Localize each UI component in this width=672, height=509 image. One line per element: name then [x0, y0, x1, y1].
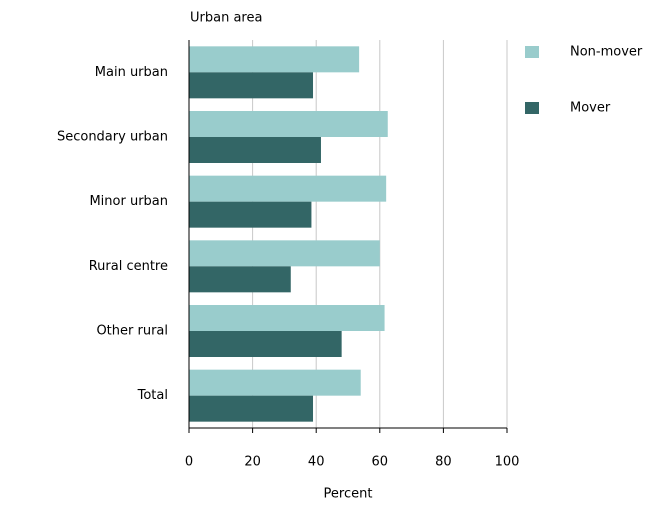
bar [189, 46, 360, 73]
bar [189, 331, 342, 357]
bar [189, 111, 388, 137]
x-tick-label: 0 [185, 455, 193, 470]
chart-title: Urban area [190, 11, 262, 26]
bar [189, 305, 385, 331]
bar [189, 369, 361, 396]
legend-label: Mover [570, 101, 611, 116]
x-axis-label: Percent [324, 487, 373, 502]
bar [189, 240, 380, 267]
y-tick-label: Main urban [95, 65, 168, 80]
bar [189, 175, 387, 202]
bar [189, 201, 312, 228]
x-tick-label: 40 [308, 455, 325, 470]
x-tick-label: 80 [435, 455, 452, 470]
bar [189, 266, 291, 293]
y-tick-label: Total [137, 388, 168, 403]
x-tick-label: 20 [244, 455, 261, 470]
y-tick-label: Minor urban [89, 194, 168, 209]
legend-swatch [525, 46, 539, 58]
legend-swatch [525, 102, 539, 114]
bar [189, 72, 314, 99]
y-tick-label: Secondary urban [57, 130, 168, 145]
bar [189, 395, 314, 422]
y-tick-label: Rural centre [89, 259, 168, 274]
legend-label: Non-mover [570, 45, 643, 60]
x-tick-label: 60 [372, 455, 389, 470]
y-tick-label: Other rural [96, 324, 168, 339]
bar [189, 137, 321, 163]
x-tick-label: 100 [495, 455, 520, 470]
